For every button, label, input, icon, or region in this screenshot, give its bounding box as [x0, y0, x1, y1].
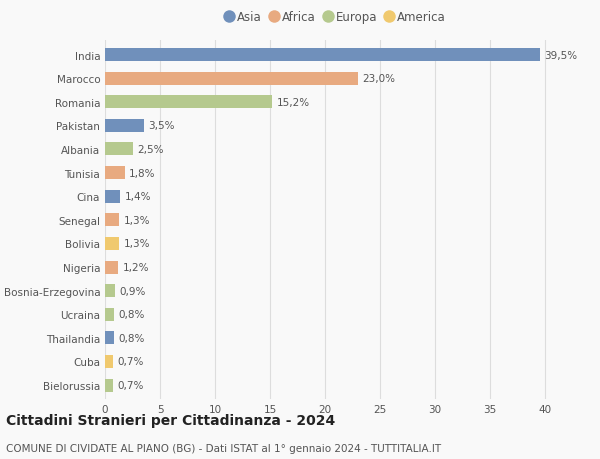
Bar: [105, 143, 133, 156]
Text: 1,2%: 1,2%: [122, 263, 149, 273]
Bar: [105, 214, 119, 227]
Text: 0,7%: 0,7%: [117, 357, 143, 367]
Text: 39,5%: 39,5%: [544, 50, 577, 61]
Text: 3,5%: 3,5%: [148, 121, 175, 131]
Text: 23,0%: 23,0%: [362, 74, 395, 84]
Text: 2,5%: 2,5%: [137, 145, 163, 155]
Bar: [105, 379, 113, 392]
Text: 1,3%: 1,3%: [124, 215, 150, 225]
Bar: [105, 120, 143, 133]
Bar: [105, 49, 539, 62]
Text: 0,9%: 0,9%: [119, 286, 146, 296]
Bar: [105, 355, 113, 368]
Bar: [105, 308, 114, 321]
Bar: [105, 167, 125, 179]
Bar: [105, 73, 358, 85]
Text: 15,2%: 15,2%: [277, 98, 310, 107]
Text: 0,8%: 0,8%: [118, 309, 145, 319]
Bar: [105, 285, 115, 297]
Text: 1,4%: 1,4%: [125, 192, 151, 202]
Text: 0,8%: 0,8%: [118, 333, 145, 343]
Text: COMUNE DI CIVIDATE AL PIANO (BG) - Dati ISTAT al 1° gennaio 2024 - TUTTITALIA.IT: COMUNE DI CIVIDATE AL PIANO (BG) - Dati …: [6, 443, 441, 453]
Text: 1,3%: 1,3%: [124, 239, 150, 249]
Bar: [105, 96, 272, 109]
Bar: [105, 261, 118, 274]
Text: 0,7%: 0,7%: [117, 380, 143, 390]
Text: 1,8%: 1,8%: [129, 168, 156, 178]
Legend: Asia, Africa, Europa, America: Asia, Africa, Europa, America: [226, 11, 446, 24]
Bar: [105, 331, 114, 345]
Text: Cittadini Stranieri per Cittadinanza - 2024: Cittadini Stranieri per Cittadinanza - 2…: [6, 414, 335, 428]
Bar: [105, 190, 121, 203]
Bar: [105, 237, 119, 250]
